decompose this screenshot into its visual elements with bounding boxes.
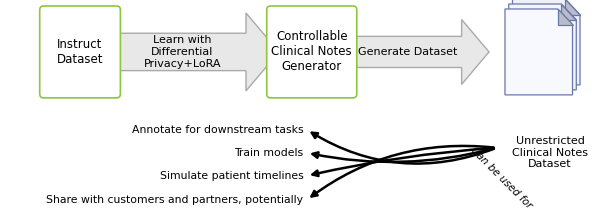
Polygon shape — [558, 9, 573, 25]
Text: Simulate patient timelines: Simulate patient timelines — [160, 171, 303, 181]
Text: Controllable
Clinical Notes
Generator: Controllable Clinical Notes Generator — [271, 30, 352, 73]
Text: Train models: Train models — [234, 148, 303, 158]
Text: Share with customers and partners, potentially: Share with customers and partners, poten… — [46, 195, 303, 205]
Polygon shape — [565, 0, 580, 15]
Polygon shape — [119, 13, 279, 91]
FancyBboxPatch shape — [267, 6, 357, 98]
FancyBboxPatch shape — [40, 6, 120, 98]
Text: Can be used for: Can be used for — [468, 145, 533, 210]
Text: Instruct
Dataset: Instruct Dataset — [57, 38, 103, 66]
Polygon shape — [354, 20, 489, 84]
Text: Annotate for downstream tasks: Annotate for downstream tasks — [132, 125, 303, 135]
Polygon shape — [513, 0, 580, 85]
Text: Generate Dataset: Generate Dataset — [358, 47, 458, 57]
Polygon shape — [561, 4, 576, 20]
Polygon shape — [505, 9, 573, 95]
Text: Unrestricted
Clinical Notes
Dataset: Unrestricted Clinical Notes Dataset — [512, 136, 588, 169]
Polygon shape — [509, 4, 576, 90]
Text: Learn with
Differential
Privacy+LoRA: Learn with Differential Privacy+LoRA — [144, 35, 221, 69]
